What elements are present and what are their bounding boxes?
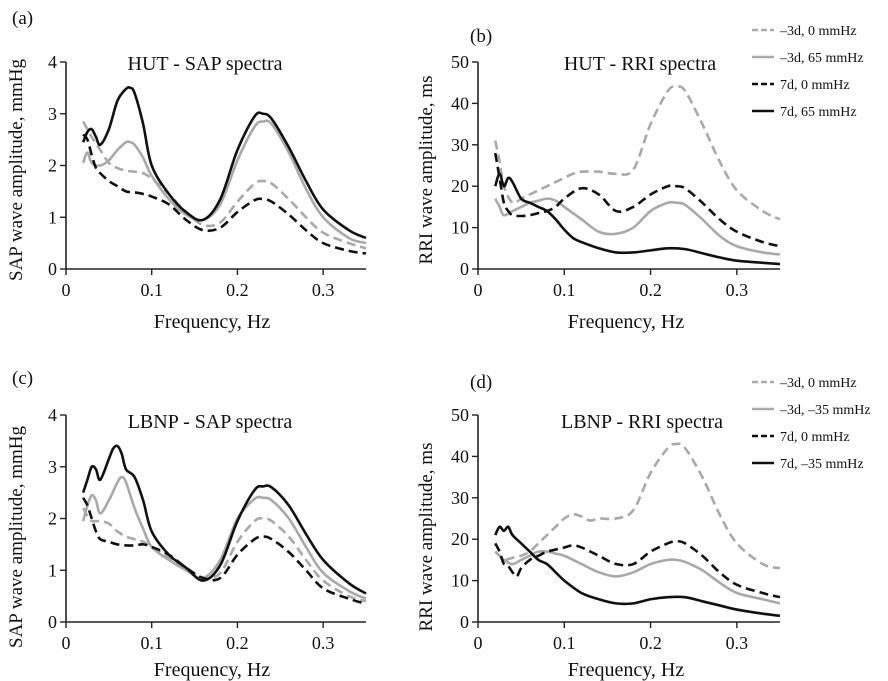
panel-b: (b) HUT - RRI spectra RRI wave amplitude… [416,24,864,333]
legend-label-1: –3d, 0 mmHz [779,24,857,39]
series-line-2 [494,549,781,605]
y-tick-label: 2 [48,156,57,176]
series-line-1 [81,507,367,603]
x-tick-label: 0.3 [726,280,749,300]
y-axis-label: SAP wave amplitude, mmHg [6,59,27,281]
series-line-1 [493,85,781,221]
legend-label-3: 7d, 0 mmHz [780,78,850,93]
axes: 0 0.1 0.2 0.3 0 10 20 30 40 50 [451,52,780,300]
x-axis-label: Frequency, Hz [154,311,271,333]
axes: 0 0.1 0.2 0.3 0 10 20 30 40 50 [451,405,780,653]
y-axis-label: SAP wave amplitude, mmHg [6,426,27,648]
panel-label: (c) [12,368,33,389]
panel-label: (b) [470,26,492,47]
y-tick-label: 2 [48,509,57,529]
y-tick-label: 10 [451,218,469,238]
legend: –3d, 0 mmHz –3d, 65 mmHz 7d, 0 mmHz 7d, 65 … [752,24,864,120]
y-tick-label: 20 [451,529,469,549]
legend-label-2: –3d, –35 mmHz [779,403,871,418]
y-tick-label: 40 [451,93,469,113]
legend-label-2: –3d, 65 mmHz [779,51,864,66]
y-tick-label: 50 [451,405,469,425]
y-tick-label: 0 [460,259,469,279]
series-line-3 [82,133,367,255]
legend: –3d, 0 mmHz –3d, –35 mmHz 7d, 0 mmHz 7d, –3… [752,376,871,472]
y-tick-label: 0 [460,612,469,632]
x-tick-label: 0.1 [553,633,576,653]
chart-title: HUT - SAP spectra [128,53,283,75]
y-tick-label: 4 [48,405,57,425]
legend-label-4: 7d, 65 mmHz [780,105,857,120]
y-tick-label: 30 [451,488,469,508]
x-tick-label: 0.2 [639,280,662,300]
x-tick-label: 0.1 [140,280,163,300]
axes: 0 0.1 0.2 0.3 0 1 2 3 4 [48,405,366,653]
series-line-1 [494,442,781,570]
x-axis-label: Frequency, Hz [568,659,685,681]
chart-title: LBNP - RRI spectra [561,411,723,433]
panel-a: (a) HUT - SAP spectra SAP wave amplitude… [6,8,367,333]
series-line-4 [81,444,367,595]
y-tick-label: 3 [48,457,57,477]
chart-title: HUT - RRI spectra [564,53,716,75]
y-tick-label: 50 [451,52,469,72]
axes: 0 0.1 0.2 0.3 0 1 2 3 4 [48,52,366,300]
x-tick-label: 0.1 [553,280,576,300]
y-tick-label: 0 [48,612,57,632]
series-line-4 [81,86,367,240]
series-layer [81,86,367,255]
y-tick-label: 3 [48,104,57,124]
series-layer [81,444,367,606]
x-tick-label: 0.3 [726,633,749,653]
x-axis-label: Frequency, Hz [154,659,271,681]
y-tick-label: 4 [48,52,57,72]
y-tick-label: 20 [451,176,469,196]
series-line-2 [81,475,367,600]
series-line-2 [81,119,367,245]
panel-label: (d) [470,372,492,393]
y-tick-label: 10 [451,571,469,591]
chart-title: LBNP - SAP spectra [128,411,293,433]
x-tick-label: 0 [474,633,483,653]
x-tick-label: 0.3 [312,633,335,653]
x-tick-label: 0 [474,280,483,300]
y-axis-label: RRI wave amplitude, ms [416,443,437,632]
x-tick-label: 0.2 [226,280,249,300]
series-line-2 [494,197,781,256]
series-line-3 [494,539,781,599]
panel-label: (a) [12,8,33,29]
series-line-4 [494,172,781,266]
y-tick-label: 0 [48,259,57,279]
panel-c: (c) LBNP - SAP spectra SAP wave amplitud… [6,368,367,681]
legend-label-3: 7d, 0 mmHz [780,430,850,445]
series-layer [494,442,781,618]
x-tick-label: 0.2 [226,633,249,653]
x-axis-label: Frequency, Hz [568,311,685,333]
legend-label-4: 7d, –35 mmHz [780,457,864,472]
series-line-4 [494,525,781,618]
y-tick-label: 1 [48,207,57,227]
x-tick-label: 0 [62,280,71,300]
series-layer [493,85,781,266]
x-tick-label: 0 [62,633,71,653]
panel-d: (d) LBNP - RRI spectra RRI wave amplitud… [416,372,871,681]
y-axis-label: RRI wave amplitude, ms [416,76,437,265]
series-line-3 [493,152,781,248]
y-tick-label: 1 [48,560,57,580]
y-tick-label: 40 [451,446,469,466]
x-tick-label: 0.2 [639,633,662,653]
x-tick-label: 0.3 [312,280,335,300]
y-tick-label: 30 [451,135,469,155]
legend-label-1: –3d, 0 mmHz [779,376,857,391]
x-tick-label: 0.1 [140,633,163,653]
